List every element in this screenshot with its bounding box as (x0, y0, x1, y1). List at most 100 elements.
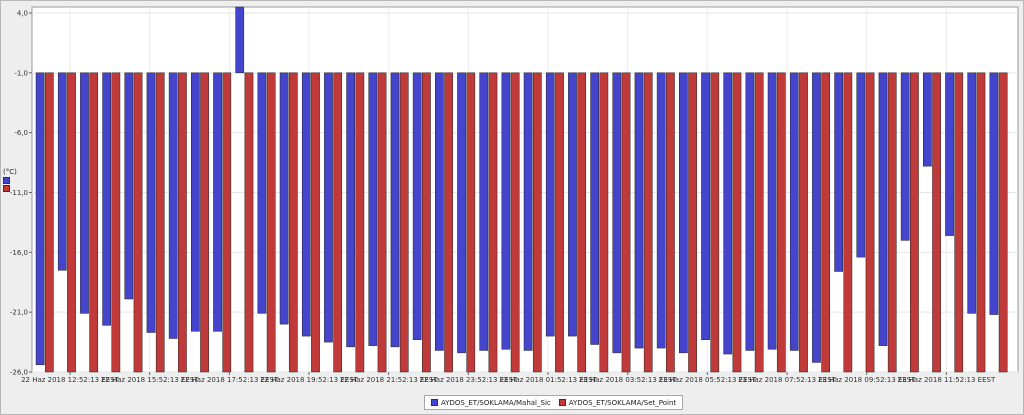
legend-swatch-set-point (558, 399, 566, 406)
unit-legend: (°C) (3, 168, 17, 192)
bar-mahal-sic (679, 72, 688, 354)
bar-set-point (44, 72, 54, 373)
bar-set-point (178, 72, 187, 373)
bar-set-point (998, 72, 1008, 373)
bar-mahal-sic (878, 72, 888, 346)
bar-mahal-sic (235, 6, 245, 74)
bar-set-point (688, 72, 697, 373)
bar-set-point (643, 72, 653, 373)
x-tick-label: 23 Haz 2018 05:52:13 EEST (658, 376, 757, 384)
bar-mahal-sic (568, 72, 577, 337)
bar-set-point (710, 72, 720, 373)
bar-set-point (555, 72, 564, 373)
bar-mahal-sic (324, 72, 333, 343)
y-tick-label: 4,0 (17, 9, 28, 17)
bar-mahal-sic (634, 72, 644, 349)
bar-set-point (155, 72, 165, 373)
unit-swatch-series-1 (3, 177, 10, 184)
bar-mahal-sic (102, 72, 112, 326)
legend-entry-set-point[interactable]: AYDOS_ET/SOKLAMA/Set_Point (558, 398, 677, 407)
y-tick-label: -21,0 (10, 309, 28, 317)
y-axis-unit: (°C) (3, 168, 17, 176)
bar-set-point (355, 72, 365, 373)
bar-mahal-sic (213, 72, 222, 332)
bar-mahal-sic (191, 72, 200, 332)
bar-mahal-sic (501, 72, 511, 350)
bar-mahal-sic (612, 72, 622, 354)
bar-set-point (333, 72, 343, 373)
bar-mahal-sic (412, 72, 422, 340)
bar-set-point (377, 72, 387, 373)
bar-set-point (754, 72, 764, 373)
bar-mahal-sic (656, 72, 666, 349)
bar-set-point (776, 72, 786, 373)
legend-label-mahal-sic: AYDOS_ET/SOKLAMA/Mahal_Sic (441, 398, 551, 407)
bar-mahal-sic (368, 72, 378, 346)
bar-mahal-sic (346, 72, 356, 348)
bar-mahal-sic (923, 72, 932, 167)
bar-mahal-sic (168, 72, 178, 339)
bar-set-point (311, 72, 320, 373)
bar-set-point (200, 72, 209, 373)
bar-set-point (111, 72, 121, 373)
legend-swatch-mahal-sic (431, 399, 438, 406)
bar-mahal-sic (945, 72, 954, 236)
bar-set-point (266, 72, 276, 373)
bar-set-point (954, 72, 964, 373)
x-tick-label: 23 Haz 2018 11:52:13 EEST (897, 376, 996, 384)
x-tick-label: 23 Haz 2018 09:52:13 EEST (818, 376, 917, 384)
bar-set-point (732, 72, 742, 373)
y-tick-label: -16,0 (10, 249, 28, 257)
bar-mahal-sic (723, 72, 733, 355)
bar-set-point (488, 72, 498, 373)
x-tick-label: 22 Haz 2018 21:52:13 EEST (340, 376, 439, 384)
bar-mahal-sic (701, 72, 710, 340)
bar-set-point (887, 72, 897, 373)
x-tick-label: 22 Haz 2018 17:52:13 EEST (180, 376, 279, 384)
x-tick-label: 22 Haz 2018 23:52:13 EEST (419, 376, 518, 384)
bar-mahal-sic (812, 72, 821, 363)
bar-set-point (510, 72, 520, 373)
bar-mahal-sic (457, 72, 466, 354)
bar-set-point (399, 72, 409, 373)
y-tick-label: -11,0 (10, 189, 28, 197)
bar-set-point (244, 72, 254, 373)
bar-mahal-sic (745, 72, 755, 351)
bar-mahal-sic (146, 72, 156, 333)
bar-mahal-sic (900, 72, 910, 241)
bar-mahal-sic (80, 72, 89, 314)
bar-set-point (89, 72, 99, 373)
y-axis-ticks: 4,0 -1,0 -6,0 -11,0 -16,0 -21,0 -26,0 (10, 9, 32, 377)
bar-layer (35, 6, 1008, 373)
bar-set-point (666, 72, 675, 373)
y-tick-label: -1,0 (14, 69, 28, 77)
bar-set-point (422, 72, 431, 373)
bar-mahal-sic (789, 72, 799, 351)
x-tick-label: 22 Haz 2018 15:52:13 EEST (101, 376, 200, 384)
bar-set-point (843, 72, 853, 373)
bar-set-point (577, 72, 587, 373)
bar-mahal-sic (479, 72, 489, 351)
bar-set-point (799, 72, 808, 373)
y-tick-label: -26,0 (10, 369, 28, 377)
bar-set-point (599, 72, 609, 373)
y-tick-label: -6,0 (14, 129, 28, 137)
x-tick-label: 23 Haz 2018 01:52:13 EEST (499, 376, 598, 384)
bar-set-point (621, 72, 631, 373)
x-tick-label: 22 Haz 2018 19:52:13 EEST (260, 376, 359, 384)
bar-mahal-sic (989, 72, 999, 315)
legend-label-set-point: AYDOS_ET/SOKLAMA/Set_Point (568, 398, 677, 407)
bar-set-point (865, 72, 875, 373)
bar-mahal-sic (435, 72, 444, 351)
x-tick-label: 22 Haz 2018 12:52:13 EEST (21, 376, 120, 384)
legend-entry-mahal-sic[interactable]: AYDOS_ET/SOKLAMA/Mahal_Sic (431, 399, 551, 407)
bar-set-point (444, 72, 453, 373)
bar-mahal-sic (590, 72, 600, 345)
bar-mahal-sic (834, 72, 844, 272)
bar-mahal-sic (390, 72, 400, 348)
x-tick-label: 23 Haz 2018 07:52:13 EEST (738, 376, 837, 384)
bar-set-point (821, 72, 831, 373)
bar-mahal-sic (856, 72, 866, 258)
